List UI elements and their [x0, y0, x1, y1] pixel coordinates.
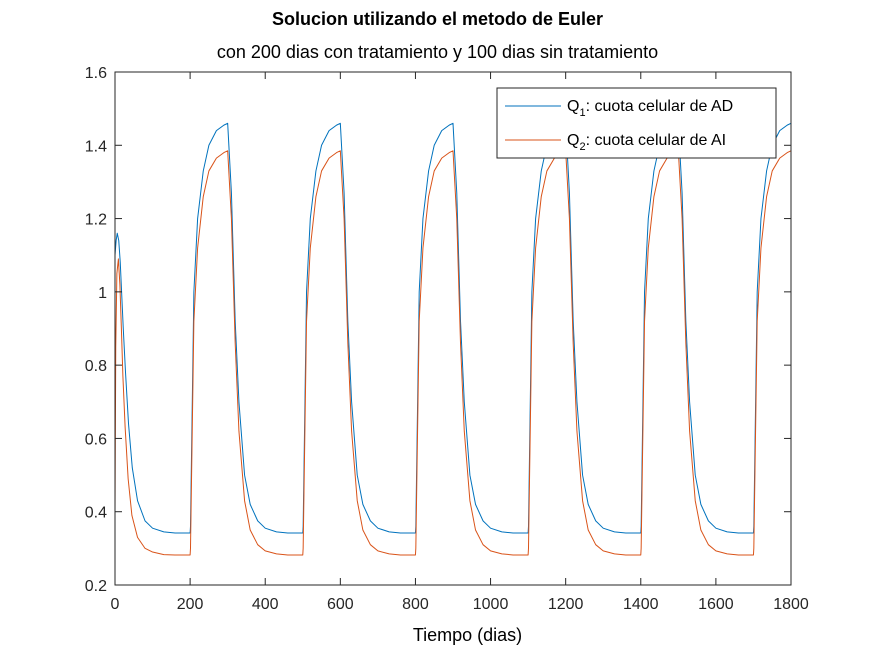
- x-tick-label: 200: [177, 596, 204, 613]
- x-tick-label: 1400: [623, 596, 659, 613]
- y-tick-label: 0.4: [85, 505, 107, 522]
- x-tick-label: 1800: [773, 596, 809, 613]
- chart-title: Solucion utilizando el metodo de Euler: [271, 9, 604, 29]
- x-tick-label: 1200: [548, 596, 584, 613]
- legend: Q1: cuota celular de AD Q2: cuota celular…: [496, 87, 777, 159]
- x-tick-label: 400: [252, 596, 279, 613]
- y-tick-label: 1: [98, 285, 107, 302]
- axes-box: [114, 71, 792, 586]
- y-tick-label: 1.2: [85, 212, 107, 229]
- axes-layer: 0 200 400 600 800 1000 1200 1400 1600 1800 0.2 0.4 0…: [85, 65, 809, 613]
- x-axis-label: Tiempo (dias): [412, 625, 523, 645]
- x-tick-label: 600: [327, 596, 354, 613]
- x-tick-label: 1000: [473, 596, 509, 613]
- x-tick-label: 0: [111, 596, 120, 613]
- x-tick-label: 1600: [698, 596, 734, 613]
- legend-box: [496, 87, 777, 159]
- chart-subtitle: con 200 dias con tratamiento y 100 dias …: [216, 42, 659, 62]
- legend-label-1: Q1: cuota celular de AD: [567, 98, 733, 119]
- y-tick-label: 0.8: [85, 358, 107, 375]
- x-tick-label: 800: [402, 596, 429, 613]
- y-tick-label: 1.4: [85, 138, 107, 155]
- y-tick-label: 1.6: [85, 65, 107, 82]
- y-tick-label: 0.2: [85, 578, 107, 595]
- y-tick-label: 0.6: [85, 431, 107, 448]
- legend-label-2: Q2: cuota celular de AI: [567, 132, 726, 153]
